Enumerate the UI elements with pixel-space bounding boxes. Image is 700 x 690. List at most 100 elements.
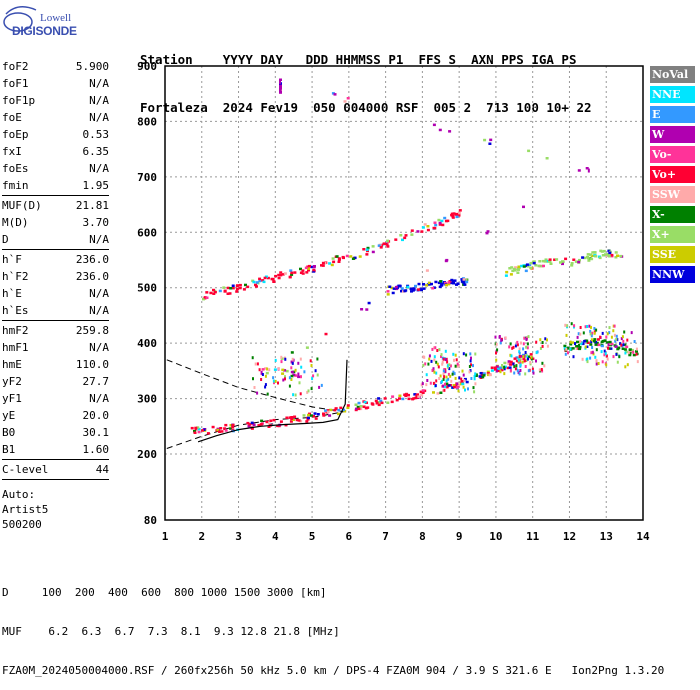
echo-point [291, 361, 294, 365]
echo-point [435, 371, 438, 375]
echo-point [519, 363, 522, 367]
echo-point [386, 245, 390, 248]
echo-point [312, 415, 315, 418]
autoscale-info: Auto: [2, 488, 36, 501]
echo-point [432, 286, 436, 289]
echo-point [539, 338, 542, 342]
echo-point [597, 362, 600, 365]
echo-point [224, 423, 228, 427]
echo-point [346, 97, 350, 100]
echo-point [280, 360, 283, 364]
echo-point [305, 271, 309, 274]
echo-point [365, 253, 369, 256]
echo-point [486, 372, 490, 375]
echo-point [434, 280, 438, 284]
echo-point [256, 391, 259, 395]
echo-point [356, 405, 360, 409]
echo-point [603, 353, 606, 357]
echo-point [238, 286, 242, 290]
echo-point [272, 376, 275, 380]
echo-point [606, 341, 610, 344]
echo-point [610, 342, 614, 346]
echo-point [482, 374, 486, 377]
echo-point [279, 78, 282, 81]
echo-point [584, 325, 587, 329]
echo-point [518, 347, 521, 351]
param-row: foEp 0.53 [2, 126, 109, 143]
echo-point [290, 351, 294, 354]
echo-point [516, 369, 519, 373]
echo-point [589, 329, 592, 333]
header-labels: Station YYYY DAY DDD HHMMSS P1 FFS S AXN… [140, 52, 577, 67]
echo-point [446, 364, 449, 368]
param-row: fmin 1.95 [2, 177, 109, 194]
echo-point [436, 362, 439, 366]
param-value: N/A [89, 392, 109, 405]
echo-point [196, 426, 200, 429]
echo-point [293, 271, 297, 274]
echo-point [433, 346, 436, 350]
autoscale-info: 500200 [2, 518, 42, 531]
echo-point [527, 357, 529, 361]
echo-point [608, 340, 612, 344]
echo-point [377, 397, 381, 400]
echo-point [549, 262, 553, 265]
echo-point [290, 374, 294, 378]
echo-point [447, 281, 451, 284]
echo-point [457, 211, 461, 215]
param-label: yF1 [2, 392, 22, 405]
param-row: hmF1 N/A [2, 339, 109, 356]
echo-point [278, 88, 281, 93]
y-tick-label: 200 [137, 448, 157, 461]
echo-point [525, 345, 528, 349]
echo-point [635, 347, 638, 351]
echo-point [262, 280, 266, 284]
echo-point [437, 281, 441, 285]
echo-point [613, 333, 616, 337]
echo-point [578, 345, 582, 349]
echo-point [522, 355, 525, 359]
echo-point [503, 361, 507, 365]
echo-point [538, 368, 541, 372]
polarization-legend: NoVal NNE E W Vo- Vo+ SSW X- X+ SSE NNW [650, 66, 695, 286]
echo-point [578, 347, 582, 351]
echo-point [623, 343, 627, 347]
echo-point [235, 287, 239, 291]
echo-point [499, 341, 502, 345]
echo-point [513, 371, 516, 375]
echo-point [371, 403, 375, 406]
echo-point [580, 342, 583, 346]
echo-point [527, 149, 531, 153]
echo-point [308, 264, 311, 268]
echo-point [277, 273, 281, 277]
x-tick-label: 14 [636, 530, 650, 543]
legend-item: NoVal [650, 66, 695, 83]
echo-point [596, 338, 600, 341]
echo-point [529, 353, 533, 356]
echo-point [590, 334, 593, 338]
echo-point [359, 405, 363, 408]
echo-point [390, 400, 394, 404]
echo-point [448, 130, 452, 133]
param-label: foEs [2, 162, 29, 175]
echo-point [594, 343, 598, 346]
echo-point [299, 357, 302, 361]
echo-point [523, 359, 526, 363]
echo-point [590, 340, 593, 344]
echo-point [253, 386, 256, 389]
echo-point [509, 342, 512, 346]
echo-point [383, 397, 387, 400]
echo-point [616, 254, 619, 257]
echo-point [272, 418, 276, 422]
echo-point [379, 399, 383, 403]
echo-point [380, 401, 384, 405]
legend-item: SSE [650, 246, 695, 263]
echo-point [209, 291, 213, 295]
echo-point [577, 260, 581, 264]
echo-point [194, 428, 198, 431]
echo-point [604, 352, 607, 356]
echo-point [599, 335, 602, 339]
param-value: 110.0 [75, 358, 109, 371]
echo-point [516, 343, 519, 347]
echo-point [229, 424, 233, 427]
